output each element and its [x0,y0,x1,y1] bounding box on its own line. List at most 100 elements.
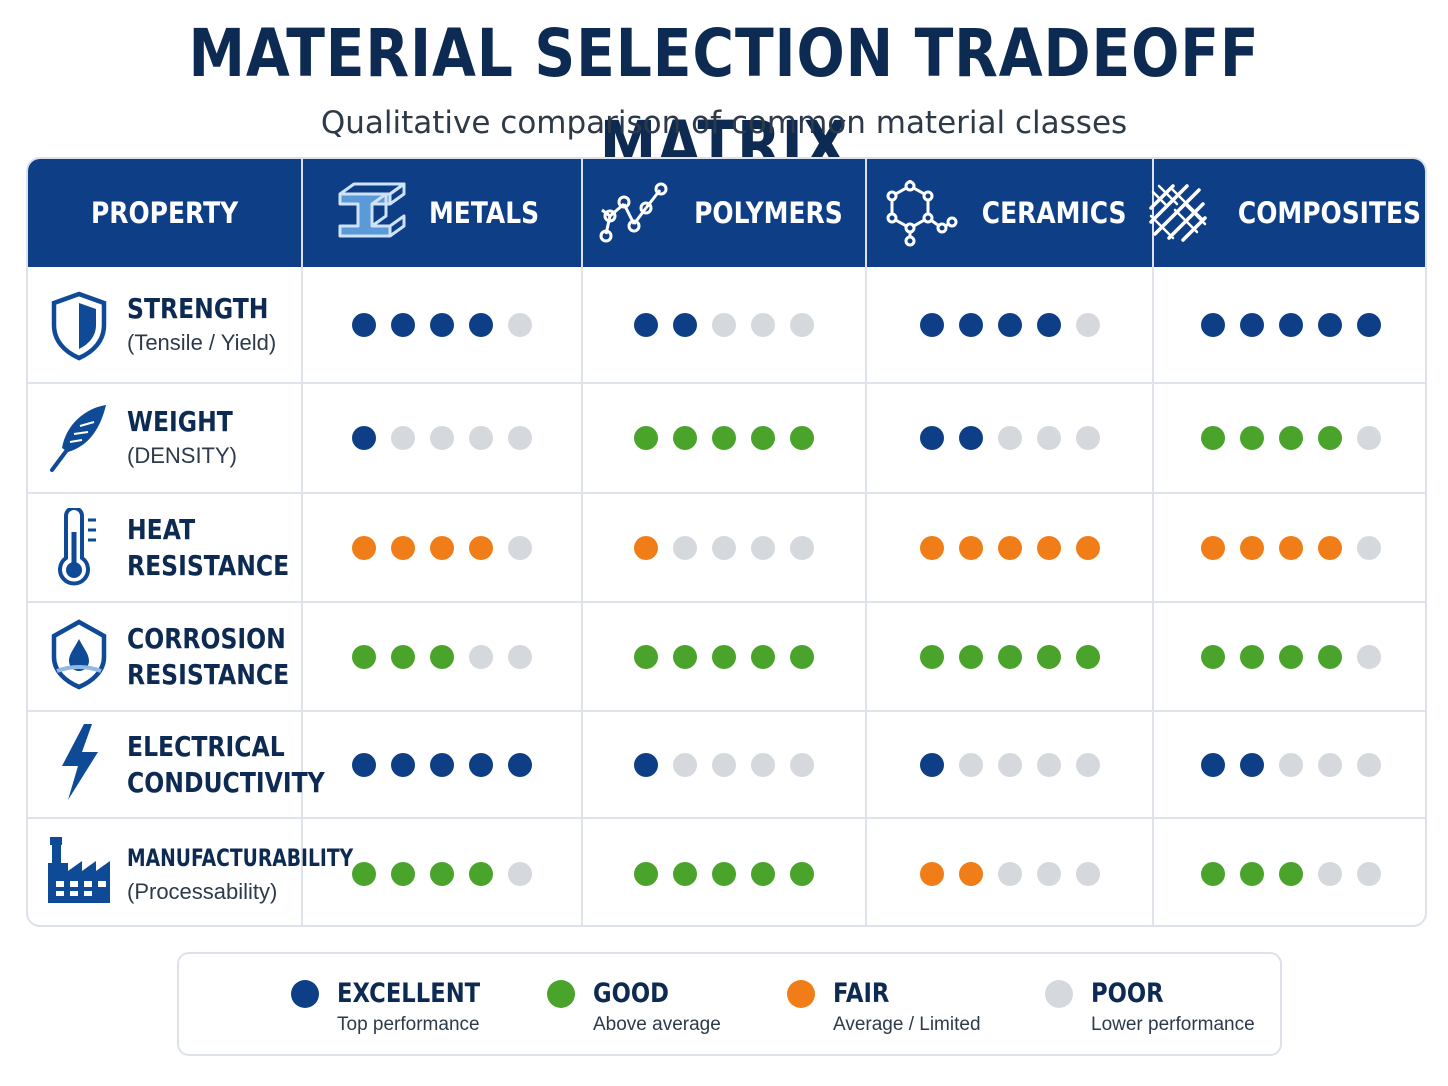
rating-dot [430,312,454,337]
column-divider [301,267,303,925]
header-divider [865,159,867,267]
legend-swatch [787,980,815,1008]
rating-dot [790,535,814,560]
rating-dot [634,535,658,560]
property-name-line: ELECTRICAL [127,729,285,763]
rating-dot [508,426,532,450]
rating-dot [751,862,775,886]
woven-fiber-icon [1149,184,1207,242]
rating-dot [508,312,532,337]
row-label-heat-resistance: HEAT RESISTANCE [28,494,301,601]
legend: EXCELLENT Top performance GOOD Above ave… [177,952,1282,1056]
rating-dot [958,312,983,337]
legend-description: Above average [593,1014,721,1035]
rating-cell [867,267,1152,382]
header-divider [301,159,303,267]
property-name: WEIGHT [127,405,233,438]
rating-dot [352,862,376,886]
header-polymers-label: POLYMERS [693,196,843,230]
rating-dot [1239,862,1264,886]
rating-dot [469,312,493,337]
rating-cell [1154,384,1425,492]
row-label-strength: STRENGTH (Tensile / Yield) [28,267,301,382]
rating-dot [1278,862,1303,886]
thermometer-icon [58,508,96,586]
header-divider [1152,159,1154,267]
rating-cell [583,267,865,382]
header-ceramics-label: CERAMICS [982,196,1127,230]
rating-dot [1317,862,1342,886]
rating-dot [1356,312,1381,337]
rating-dot [634,312,658,337]
rating-cell [867,603,1152,710]
rating-dot [751,752,775,777]
rating-dot [352,644,376,669]
rating-dot [712,312,736,337]
rating-dot [1200,312,1225,337]
legend-swatch [291,980,319,1008]
header-metals: METALS [303,159,581,267]
row-label-electrical-conductivity: ELECTRICAL CONDUCTIVITY [28,712,325,817]
rating-dot [508,535,532,560]
rating-dot [673,862,697,886]
rating-dot [1036,752,1061,777]
rating-dot [919,862,944,886]
rating-dot [790,644,814,669]
rating-dot [997,862,1022,886]
rating-dot [712,426,736,450]
property-name-line: RESISTANCE [127,548,290,582]
rating-dot [1239,426,1264,450]
property-name: STRENGTH [127,291,269,325]
rating-dot [958,752,983,777]
rating-dot [1317,426,1342,450]
rating-dot [919,644,944,669]
rating-dot [469,862,493,886]
row-label-manufacturability: MANUFACTURABILITY (Processability) [28,819,353,925]
rating-dot [673,752,697,777]
molecule-hexagon-icon [886,180,958,247]
row-divider [28,382,1425,384]
rating-dot [391,644,415,669]
rating-dot [1200,535,1225,560]
rating-dot [790,862,814,886]
page-subtitle: Qualitative comparison of common materia… [320,105,1128,141]
rating-dot [1239,644,1264,669]
rating-dot [508,862,532,886]
rating-dot [1278,752,1303,777]
rating-dot [1075,535,1100,560]
water-drop-shield-icon [51,619,107,690]
i-beam-icon [338,182,406,238]
rating-dot [469,426,493,450]
rating-dot [1075,752,1100,777]
rating-dot [1200,862,1225,886]
rating-cell [867,494,1152,601]
page-title: MATERIAL SELECTION TRADEOFF MATRIX [188,15,1260,184]
rating-cell [583,603,865,710]
legend-description: Average / Limited [833,1014,981,1035]
rating-cell [303,267,581,382]
rating-dot [1075,312,1100,337]
tradeoff-matrix: PROPERTY METALS [26,157,1427,927]
rating-dot [430,644,454,669]
rating-dot [352,312,376,337]
rating-cell [1154,603,1425,710]
rating-dot [1036,426,1061,450]
rating-dot [1075,426,1100,450]
lightning-bolt-icon [62,724,98,800]
rating-dot [712,535,736,560]
rating-dot [634,752,658,777]
rating-dot [1239,752,1264,777]
rating-dot [751,535,775,560]
rating-dot [391,752,415,777]
rating-dot [1278,535,1303,560]
rating-dot [1036,535,1061,560]
rating-cell [583,819,865,925]
rating-dot [352,752,376,777]
rating-dot [391,862,415,886]
legend-description: Top performance [337,1014,480,1035]
feather-icon [50,405,106,472]
rating-dot [997,535,1022,560]
rating-cell [583,384,865,492]
rating-dot [997,312,1022,337]
rating-cell [303,712,581,817]
